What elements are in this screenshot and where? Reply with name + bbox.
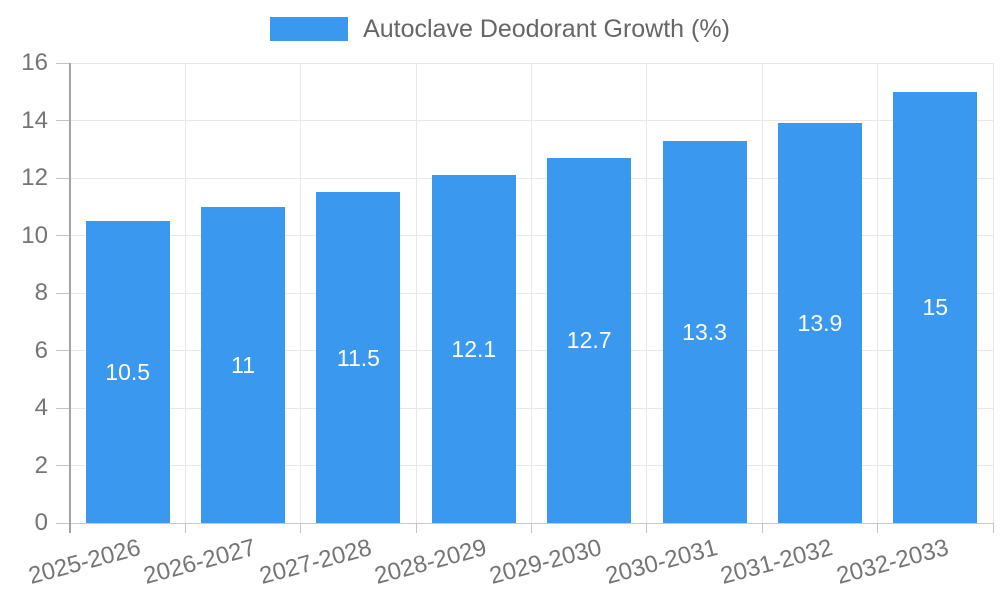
legend-swatch-icon (270, 17, 349, 41)
x-tick (531, 523, 532, 533)
x-tick (300, 523, 302, 533)
y-tick-label: 10 (21, 221, 48, 249)
y-tick (56, 407, 70, 409)
x-tick (992, 523, 994, 533)
x-tick-label: 2029-2030 (487, 534, 605, 590)
bar-value-label: 11 (231, 351, 255, 378)
bar (316, 192, 401, 523)
gridline (531, 63, 532, 523)
bar-value-label: 13.3 (682, 318, 727, 345)
x-tick (761, 523, 763, 533)
legend[interactable]: Autoclave Deodorant Growth (%) (0, 14, 1000, 44)
y-tick-label: 4 (34, 394, 48, 421)
x-tick-label: 2032-2033 (833, 534, 952, 590)
y-tick-label: 8 (34, 279, 48, 306)
y-axis-line (69, 63, 71, 533)
bar-value-label: 10.5 (105, 359, 151, 386)
bar-value-label: 11.5 (336, 344, 380, 371)
bar-value-label: 12.7 (566, 327, 612, 354)
chart-title: Autoclave Deodorant Growth (%) (363, 15, 730, 43)
gridline (300, 63, 302, 523)
x-axis-line (70, 522, 993, 524)
bar (547, 157, 632, 523)
y-tick (56, 350, 70, 351)
x-tick-label: 2030-2031 (602, 534, 721, 590)
x-tick (184, 523, 186, 533)
y-tick (56, 292, 70, 294)
y-tick (56, 465, 70, 466)
y-tick-label: 12 (21, 164, 48, 191)
plot-area: 0 2 4 6 8 10 12 14 16 10.5 2025-2026 11 2026-2027 11.… (21, 51, 994, 590)
bar (431, 175, 516, 523)
bar (662, 140, 747, 523)
x-tick-label: 2028-2029 (371, 534, 490, 590)
x-tick-label: 2025-2026 (25, 534, 144, 590)
y-tick-label: 6 (34, 336, 48, 364)
bar-value-label: 12.1 (451, 336, 497, 363)
x-tick-label: 2026-2027 (140, 534, 259, 590)
y-tick-label: 0 (34, 509, 48, 536)
x-tick (877, 523, 879, 533)
y-tick (56, 235, 70, 236)
bar (777, 123, 862, 523)
bar (85, 221, 170, 523)
bar (201, 206, 286, 523)
gridline (761, 63, 763, 523)
x-tick-label: 2027-2028 (256, 534, 375, 590)
gridline (646, 63, 648, 523)
gridline (877, 63, 879, 523)
y-tick (56, 62, 70, 64)
y-tick (56, 120, 70, 121)
y-tick-label: 2 (34, 451, 48, 479)
y-tick-label: 14 (21, 106, 48, 134)
gridline (415, 63, 417, 523)
x-tick (646, 523, 648, 533)
bar-value-label: 15 (922, 294, 949, 321)
y-tick-label: 16 (21, 49, 48, 76)
y-tick (56, 177, 70, 179)
y-tick (56, 522, 70, 524)
bar-value-label: 13.9 (797, 310, 843, 337)
bar (893, 91, 978, 523)
gridline (184, 63, 186, 523)
gridline (992, 63, 994, 523)
x-tick (415, 523, 417, 533)
x-tick-label: 2031-2032 (717, 534, 836, 590)
